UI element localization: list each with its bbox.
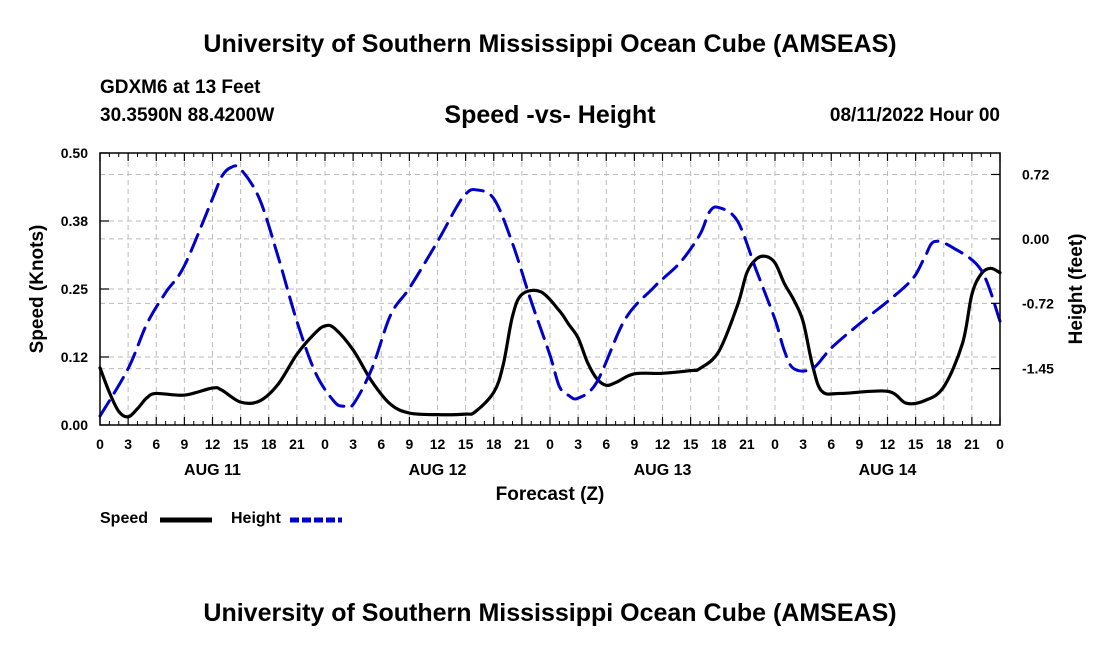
x-tick-label: 21: [739, 436, 755, 452]
y-tick-label: 0.00: [61, 417, 88, 433]
x-tick-label: 18: [486, 436, 502, 452]
y2-tick-label: 0.72: [1022, 166, 1049, 182]
x-tick-label: 15: [458, 436, 474, 452]
y-tick-label: 0.25: [61, 281, 88, 297]
series-layer: [98, 164, 1002, 419]
x-tick-label: 0: [771, 436, 779, 452]
height-series-line: [98, 164, 1002, 418]
x-tick-label: 21: [289, 436, 305, 452]
station-label: GDXM6 at 13 Feet: [100, 77, 261, 98]
day-label: AUG 14: [859, 462, 917, 479]
x-tick-label: 0: [96, 436, 104, 452]
x-tick-label: 9: [630, 436, 638, 452]
x-tick-label: 21: [964, 436, 980, 452]
x-tick-label: 12: [880, 436, 896, 452]
legend-speed-label: Speed: [100, 510, 149, 527]
x-axis-label: Forecast (Z): [496, 484, 605, 505]
x-tick-label: 15: [683, 436, 699, 452]
x-tick-label: 0: [321, 436, 329, 452]
x-tick-label: 21: [514, 436, 530, 452]
x-tick-label: 6: [152, 436, 160, 452]
x-tick-label: 3: [349, 436, 357, 452]
y-tick-label: 0.50: [61, 145, 88, 161]
day-label: AUG 12: [409, 462, 467, 479]
x-tick-label: 9: [405, 436, 413, 452]
y2-tick-label: -0.72: [1022, 295, 1054, 311]
x-tick-label: 0: [996, 436, 1004, 452]
x-tick-label: 6: [377, 436, 385, 452]
x-tick-label: 18: [261, 436, 277, 452]
x-tick-label: 3: [124, 436, 132, 452]
chart-subtitle: Speed -vs- Height: [444, 101, 656, 129]
y-tick-label: 0.12: [61, 349, 88, 365]
legend-height-label: Height: [231, 510, 281, 527]
x-tick-label: 15: [908, 436, 924, 452]
x-tick-label: 6: [602, 436, 610, 452]
x-tick-label: 3: [574, 436, 582, 452]
day-label: AUG 13: [634, 462, 692, 479]
day-label: AUG 11: [184, 462, 241, 479]
footer-title: University of Southern Mississippi Ocean…: [203, 599, 897, 627]
x-tick-label: 18: [711, 436, 727, 452]
forecast-date-label: 08/11/2022 Hour 00: [829, 105, 1000, 126]
y2-axis-label: Height (feet): [1066, 234, 1087, 345]
x-tick-label: 0: [546, 436, 554, 452]
speed-series-line: [98, 254, 1002, 419]
x-tick-label: 9: [180, 436, 188, 452]
x-tick-label: 6: [827, 436, 835, 452]
x-tick-label: 12: [205, 436, 221, 452]
axis-layer: 0 3 6 9 12 15 18 21 0 3 6 9 12 15 18 21 0 3 6 9 12 15 18 21 0 3 6 9…: [61, 145, 1054, 479]
x-tick-label: 18: [936, 436, 952, 452]
x-tick-label: 15: [233, 436, 249, 452]
y2-tick-label: 0.00: [1022, 231, 1049, 247]
grid-layer: [100, 153, 1000, 425]
coordinates-label: 30.3590N 88.4200W: [100, 105, 275, 126]
y-tick-label: 0.38: [61, 213, 88, 229]
main-title: University of Southern Mississippi Ocean…: [203, 30, 897, 58]
x-tick-label: 9: [855, 436, 863, 452]
y-axis-label: Speed (Knots): [27, 225, 48, 354]
x-tick-label: 3: [799, 436, 807, 452]
y2-tick-label: -1.45: [1022, 361, 1054, 377]
x-tick-label: 12: [430, 436, 446, 452]
x-tick-label: 12: [655, 436, 671, 452]
